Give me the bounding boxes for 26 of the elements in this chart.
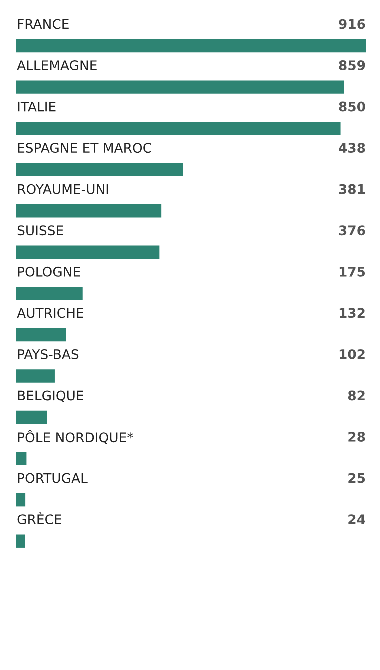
y-tick-label: ESPAGNE ET MAROC bbox=[18, 143, 152, 154]
data-label: 82 bbox=[348, 390, 365, 401]
y-tick-label: FRANCE bbox=[18, 19, 69, 30]
data-label: 24 bbox=[348, 514, 366, 524]
data-label: 28 bbox=[348, 432, 366, 442]
y-tick-label: BELGIQUE bbox=[18, 390, 84, 402]
data-label: 859 bbox=[339, 60, 366, 70]
y-tick-label: SUISSE bbox=[18, 226, 64, 236]
data-label: 850 bbox=[339, 102, 366, 112]
y-tick-label: PORTUGAL bbox=[18, 473, 88, 484]
data-label: 438 bbox=[339, 143, 366, 154]
data-label: 916 bbox=[339, 19, 366, 30]
data-label: 25 bbox=[348, 473, 366, 484]
data-label: 381 bbox=[339, 184, 366, 194]
data-label: 102 bbox=[340, 349, 365, 360]
y-tick-label: ITALIE bbox=[18, 102, 56, 112]
data-label: 132 bbox=[340, 308, 365, 318]
y-tick-label: POLOGNE bbox=[18, 266, 80, 277]
y-tick-label: GRÈCE bbox=[18, 512, 62, 525]
data-label: 376 bbox=[339, 226, 366, 236]
y-tick-label: ROYAUME-UNI bbox=[18, 184, 108, 194]
y-tick-label: AUTRICHE bbox=[17, 308, 84, 318]
y-tick-label: ALLEMAGNE bbox=[17, 60, 97, 70]
y-tick-label: PÔLE NORDIQUE* bbox=[18, 430, 134, 444]
y-tick-label: PAYS-BAS bbox=[18, 349, 79, 360]
data-label: 175 bbox=[340, 267, 366, 277]
